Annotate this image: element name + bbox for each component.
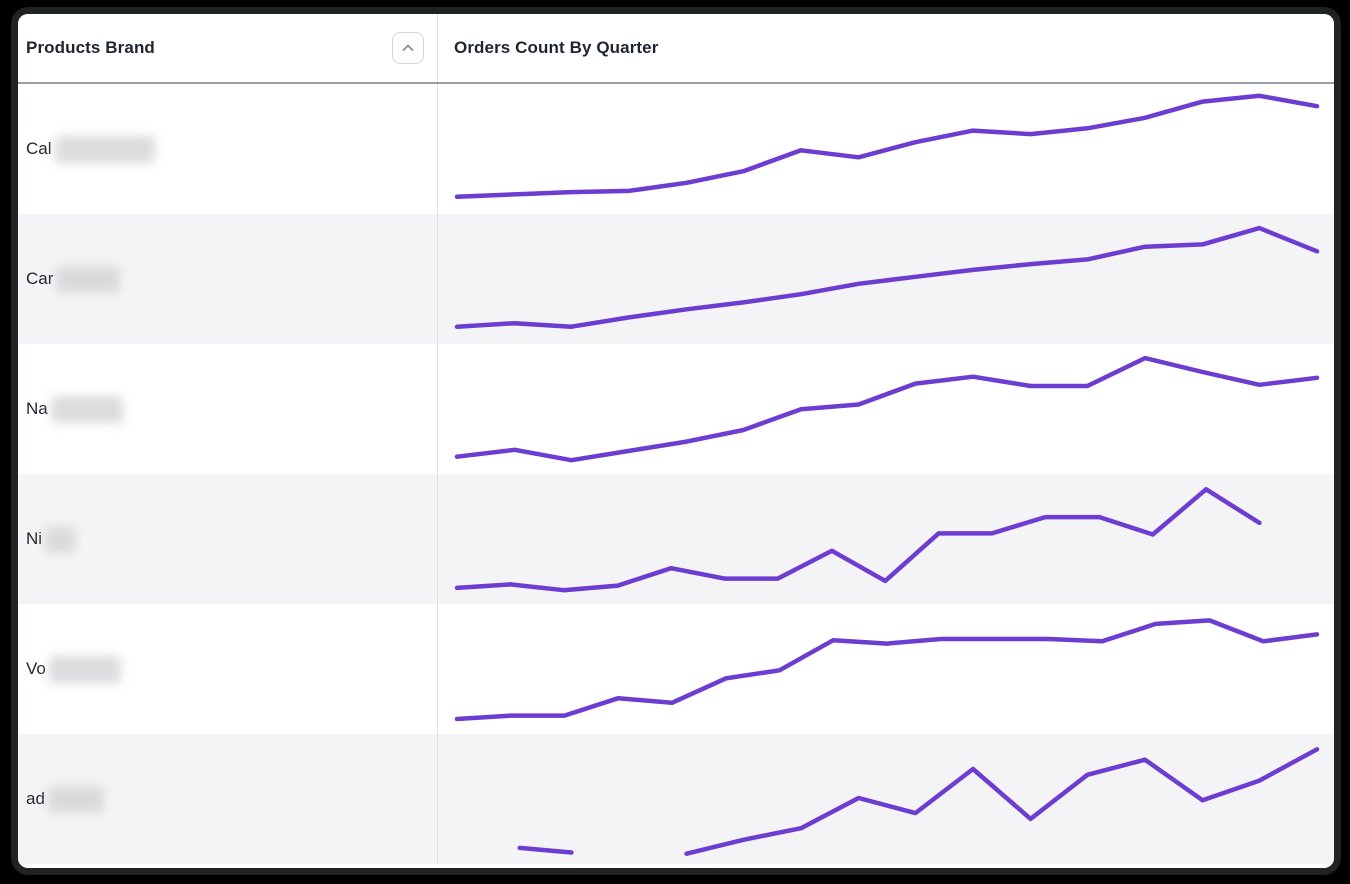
chevron-up-icon (400, 40, 416, 56)
chart-cell (438, 214, 1334, 344)
orders-sparkline[interactable] (450, 84, 1324, 214)
column-header-products-brand: Products Brand (18, 14, 438, 82)
table-row[interactable]: Ni (18, 474, 1334, 604)
chart-cell (438, 344, 1334, 474)
brand-label: Vo (26, 659, 46, 678)
brand-label: Car (26, 269, 54, 288)
chart-cell (438, 84, 1334, 214)
brand-cell: Vo (18, 604, 438, 734)
redacted-text (48, 655, 121, 683)
brand-label: Ni (26, 529, 43, 548)
window-frame: Products Brand Orders Count By Quarter C… (18, 14, 1334, 868)
orders-sparkline[interactable] (450, 344, 1324, 474)
redacted-text (54, 135, 155, 163)
table-row[interactable]: Vo (18, 604, 1334, 734)
chart-cell (438, 604, 1334, 734)
brand-label: Na (26, 399, 48, 418)
orders-sparkline[interactable] (450, 734, 1324, 864)
redacted-text (56, 265, 121, 293)
table-body: Cal Car Na Ni Vo ad (18, 84, 1334, 864)
brand-cell: Ni (18, 474, 438, 604)
table-row[interactable]: ad (18, 734, 1334, 864)
table-header: Products Brand Orders Count By Quarter (18, 14, 1334, 84)
orders-sparkline[interactable] (450, 474, 1324, 604)
brand-cell: Cal (18, 84, 438, 214)
redacted-text (45, 525, 76, 553)
chart-cell (438, 734, 1334, 864)
table-row[interactable]: Car (18, 214, 1334, 344)
orders-sparkline[interactable] (450, 604, 1324, 734)
brand-label: Cal (26, 139, 52, 158)
column-header-orders-count: Orders Count By Quarter (438, 14, 1334, 82)
orders-count-header-label: Orders Count By Quarter (454, 38, 659, 57)
orders-sparkline[interactable] (450, 214, 1324, 344)
redacted-text (47, 785, 104, 813)
brand-cell: Na (18, 344, 438, 474)
products-brand-header-label: Products Brand (26, 38, 155, 57)
chart-cell (438, 474, 1334, 604)
sort-ascending-button[interactable] (392, 32, 424, 64)
table-row[interactable]: Na (18, 344, 1334, 474)
table-row[interactable]: Cal (18, 84, 1334, 214)
brand-cell: ad (18, 734, 438, 864)
brand-cell: Car (18, 214, 438, 344)
redacted-text (50, 395, 123, 423)
brand-label: ad (26, 789, 45, 808)
